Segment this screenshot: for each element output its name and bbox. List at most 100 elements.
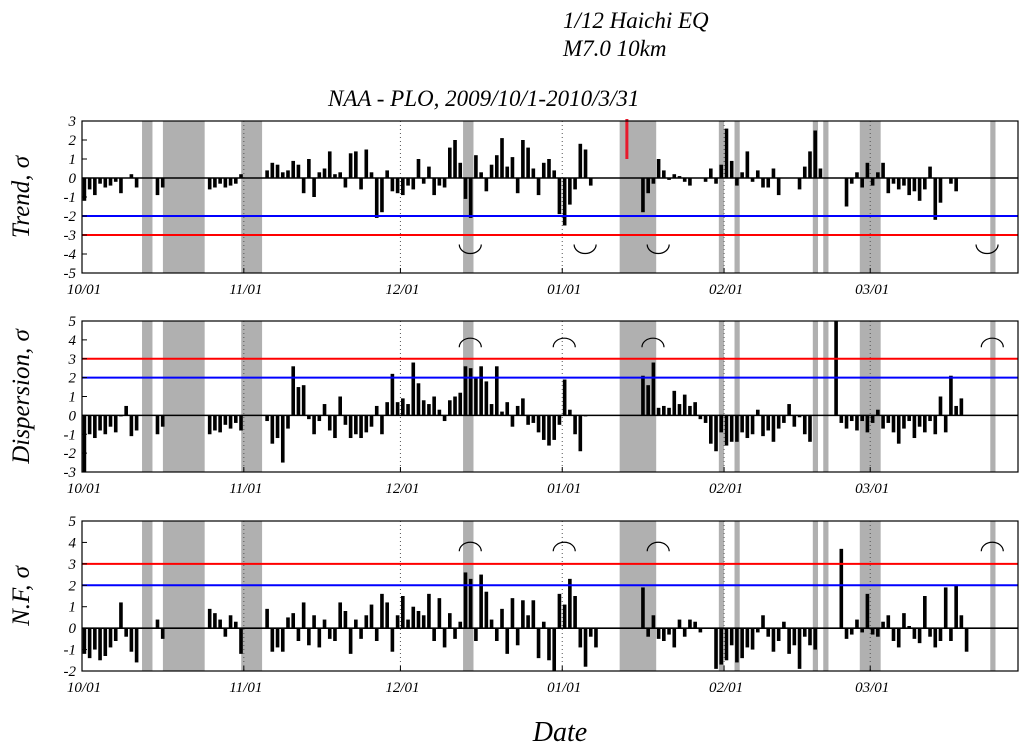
bar: [327, 628, 332, 639]
bar: [521, 398, 525, 416]
bar: [745, 628, 750, 648]
bar: [270, 162, 275, 178]
bar: [275, 628, 280, 648]
bar: [693, 621, 697, 629]
x-tick-label: 11/01: [229, 282, 262, 298]
bar: [87, 628, 92, 659]
bar: [792, 415, 797, 427]
bar: [808, 628, 812, 646]
anomaly-arc: [552, 541, 576, 552]
y-tick-label: 0: [69, 408, 77, 424]
bar: [656, 407, 661, 416]
bar: [489, 619, 494, 629]
bar: [374, 405, 379, 416]
bar: [896, 628, 901, 648]
bar: [338, 396, 342, 416]
bar: [907, 178, 911, 196]
bar: [541, 415, 546, 440]
bar: [881, 162, 885, 178]
bar: [401, 596, 405, 629]
bar: [662, 628, 666, 641]
bar: [406, 619, 410, 629]
bar: [307, 159, 311, 178]
bar: [448, 400, 452, 416]
bar: [855, 415, 859, 431]
bar: [766, 415, 771, 431]
bar: [682, 394, 687, 416]
bar: [458, 621, 463, 629]
bar: [688, 405, 692, 416]
bar: [849, 178, 854, 184]
bar: [709, 415, 713, 444]
bar: [103, 628, 108, 656]
bar: [735, 628, 739, 663]
bar: [855, 619, 859, 629]
bar: [928, 166, 932, 178]
anomaly-arc: [458, 337, 482, 348]
bar: [437, 178, 442, 186]
bar: [134, 628, 139, 663]
bar: [531, 415, 536, 423]
anomaly-arc: [980, 541, 1004, 552]
bar: [484, 381, 489, 416]
bar: [672, 628, 677, 648]
bar: [886, 415, 891, 423]
bar: [427, 166, 431, 178]
bar: [578, 143, 583, 178]
bar: [442, 628, 447, 648]
y-tick-label: 3: [68, 114, 77, 130]
y-tick-label: 1: [69, 152, 77, 168]
shaded-interval: [734, 121, 740, 273]
bar: [917, 415, 922, 427]
bar: [510, 415, 515, 427]
bar: [124, 405, 128, 416]
x-tick-label: 02/01: [709, 282, 743, 298]
shaded-interval: [990, 321, 996, 472]
bar: [787, 628, 791, 654]
y-tick-label: -3: [64, 228, 77, 244]
bar: [797, 415, 802, 418]
bar: [411, 178, 416, 190]
bar: [667, 407, 671, 416]
bar: [380, 178, 384, 213]
bar: [108, 628, 113, 648]
bar: [714, 628, 718, 669]
bar: [938, 178, 943, 203]
x-tick-label: 02/01: [709, 481, 743, 497]
bar: [933, 415, 938, 435]
bar: [301, 602, 306, 629]
bar: [218, 619, 222, 629]
bar: [113, 178, 118, 182]
shaded-interval: [823, 521, 829, 671]
bar: [912, 415, 917, 439]
bar: [223, 178, 228, 188]
bar: [923, 596, 927, 629]
y-tick-label: 3: [68, 352, 77, 368]
bar: [949, 375, 953, 416]
bar: [531, 600, 536, 629]
bar: [755, 628, 760, 633]
chart-panel-1: 5 4 3 2 1 0 -1 -2 -310/01 11/01 12/01 01/01 02/01 03/…: [8, 314, 1019, 497]
bar: [500, 138, 504, 178]
bar: [160, 628, 165, 639]
y-tick-label: -4: [64, 247, 77, 263]
bar: [813, 130, 818, 178]
bar: [698, 628, 703, 633]
bar: [213, 613, 217, 629]
bar: [907, 415, 911, 422]
anomaly-arc: [573, 244, 597, 255]
shaded-interval: [990, 121, 996, 273]
shaded-interval: [718, 121, 725, 273]
bar: [541, 162, 546, 178]
bar: [745, 415, 750, 439]
bar: [677, 404, 682, 416]
bar: [646, 178, 650, 194]
bar: [390, 373, 395, 416]
bar: [568, 409, 572, 416]
bar: [432, 628, 436, 641]
bar: [354, 151, 358, 178]
bar: [348, 628, 353, 654]
bar: [119, 178, 123, 194]
bar: [672, 174, 677, 178]
bar: [385, 170, 389, 178]
